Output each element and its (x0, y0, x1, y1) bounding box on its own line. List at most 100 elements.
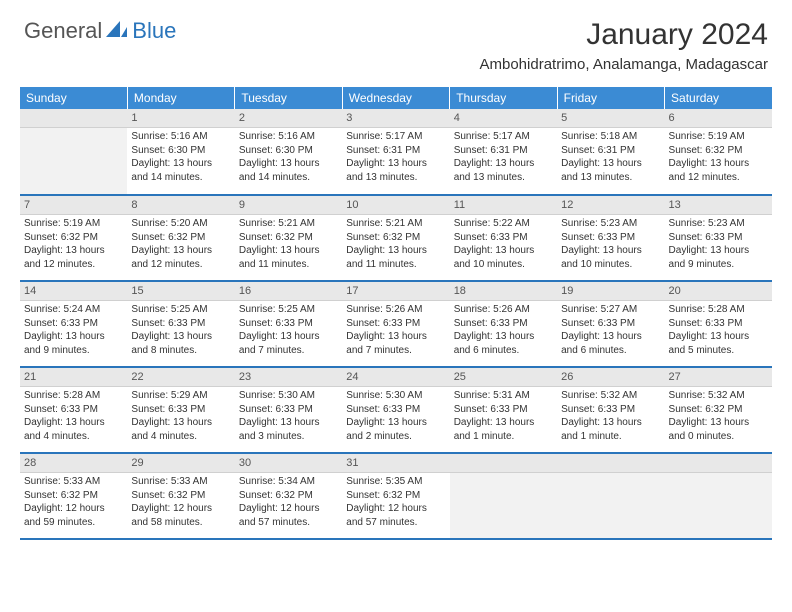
sunset-text: Sunset: 6:33 PM (669, 231, 768, 245)
sunrise-text: Sunrise: 5:24 AM (24, 303, 123, 317)
calendar-day-cell: 6Sunrise: 5:19 AMSunset: 6:32 PMDaylight… (665, 109, 772, 195)
sunrise-text: Sunrise: 5:22 AM (454, 217, 553, 231)
sunset-text: Sunset: 6:33 PM (561, 231, 660, 245)
sunrise-text: Sunrise: 5:28 AM (669, 303, 768, 317)
sunset-text: Sunset: 6:30 PM (131, 144, 230, 158)
logo-text-general: General (24, 18, 102, 44)
sunrise-text: Sunrise: 5:32 AM (561, 389, 660, 403)
sunset-text: Sunset: 6:33 PM (346, 403, 445, 417)
sunrise-text: Sunrise: 5:17 AM (454, 130, 553, 144)
calendar-week-row: 7Sunrise: 5:19 AMSunset: 6:32 PMDaylight… (20, 195, 772, 281)
day-number: 24 (342, 368, 449, 387)
day-number: 1 (127, 109, 234, 128)
sunrise-text: Sunrise: 5:27 AM (561, 303, 660, 317)
daylight-text: Daylight: 13 hours and 12 minutes. (24, 244, 123, 271)
day-number: 10 (342, 196, 449, 215)
sunrise-text: Sunrise: 5:33 AM (24, 475, 123, 489)
daylight-text: Daylight: 13 hours and 9 minutes. (24, 330, 123, 357)
day-content: Sunrise: 5:16 AMSunset: 6:30 PMDaylight:… (127, 128, 234, 186)
day-number: 3 (342, 109, 449, 128)
logo-sail-icon (106, 20, 128, 43)
day-number: 23 (235, 368, 342, 387)
sunset-text: Sunset: 6:32 PM (346, 231, 445, 245)
weekday-header: Sunday (20, 87, 127, 109)
sunset-text: Sunset: 6:32 PM (239, 231, 338, 245)
daylight-text: Daylight: 13 hours and 6 minutes. (561, 330, 660, 357)
sunrise-text: Sunrise: 5:28 AM (24, 389, 123, 403)
calendar-day-cell (557, 453, 664, 539)
day-number: 9 (235, 196, 342, 215)
calendar-header-row: Sunday Monday Tuesday Wednesday Thursday… (20, 87, 772, 109)
sunrise-text: Sunrise: 5:25 AM (239, 303, 338, 317)
calendar-day-cell: 22Sunrise: 5:29 AMSunset: 6:33 PMDayligh… (127, 367, 234, 453)
day-content: Sunrise: 5:26 AMSunset: 6:33 PMDaylight:… (450, 301, 557, 359)
calendar-day-cell: 12Sunrise: 5:23 AMSunset: 6:33 PMDayligh… (557, 195, 664, 281)
sunset-text: Sunset: 6:33 PM (454, 317, 553, 331)
sunset-text: Sunset: 6:33 PM (239, 317, 338, 331)
sunrise-text: Sunrise: 5:33 AM (131, 475, 230, 489)
sunset-text: Sunset: 6:33 PM (131, 403, 230, 417)
calendar-day-cell: 21Sunrise: 5:28 AMSunset: 6:33 PMDayligh… (20, 367, 127, 453)
sunset-text: Sunset: 6:31 PM (561, 144, 660, 158)
sunset-text: Sunset: 6:33 PM (561, 403, 660, 417)
header: General Blue January 2024 Ambohidratrimo… (0, 0, 792, 77)
day-content: Sunrise: 5:32 AMSunset: 6:33 PMDaylight:… (557, 387, 664, 445)
calendar-day-cell: 11Sunrise: 5:22 AMSunset: 6:33 PMDayligh… (450, 195, 557, 281)
day-content: Sunrise: 5:20 AMSunset: 6:32 PMDaylight:… (127, 215, 234, 273)
day-content: Sunrise: 5:33 AMSunset: 6:32 PMDaylight:… (127, 473, 234, 531)
weekday-header: Monday (127, 87, 234, 109)
day-content: Sunrise: 5:16 AMSunset: 6:30 PMDaylight:… (235, 128, 342, 186)
day-number: 22 (127, 368, 234, 387)
weekday-header: Tuesday (235, 87, 342, 109)
calendar-week-row: 21Sunrise: 5:28 AMSunset: 6:33 PMDayligh… (20, 367, 772, 453)
daylight-text: Daylight: 13 hours and 6 minutes. (454, 330, 553, 357)
calendar-week-row: 14Sunrise: 5:24 AMSunset: 6:33 PMDayligh… (20, 281, 772, 367)
sunrise-text: Sunrise: 5:17 AM (346, 130, 445, 144)
calendar-week-row: 28Sunrise: 5:33 AMSunset: 6:32 PMDayligh… (20, 453, 772, 539)
sunrise-text: Sunrise: 5:29 AM (131, 389, 230, 403)
sunset-text: Sunset: 6:33 PM (346, 317, 445, 331)
sunrise-text: Sunrise: 5:20 AM (131, 217, 230, 231)
logo: General Blue (24, 18, 176, 44)
daylight-text: Daylight: 13 hours and 5 minutes. (669, 330, 768, 357)
sunrise-text: Sunrise: 5:16 AM (131, 130, 230, 144)
day-content: Sunrise: 5:22 AMSunset: 6:33 PMDaylight:… (450, 215, 557, 273)
daylight-text: Daylight: 13 hours and 13 minutes. (561, 157, 660, 184)
sunset-text: Sunset: 6:33 PM (669, 317, 768, 331)
day-number: 25 (450, 368, 557, 387)
calendar-day-cell: 5Sunrise: 5:18 AMSunset: 6:31 PMDaylight… (557, 109, 664, 195)
day-content: Sunrise: 5:21 AMSunset: 6:32 PMDaylight:… (342, 215, 449, 273)
calendar-day-cell: 30Sunrise: 5:34 AMSunset: 6:32 PMDayligh… (235, 453, 342, 539)
sunset-text: Sunset: 6:33 PM (24, 317, 123, 331)
daylight-text: Daylight: 12 hours and 57 minutes. (239, 502, 338, 529)
daylight-text: Daylight: 13 hours and 10 minutes. (454, 244, 553, 271)
calendar-day-cell: 31Sunrise: 5:35 AMSunset: 6:32 PMDayligh… (342, 453, 449, 539)
daylight-text: Daylight: 13 hours and 1 minute. (454, 416, 553, 443)
day-number: 6 (665, 109, 772, 128)
sunset-text: Sunset: 6:33 PM (239, 403, 338, 417)
calendar-table: Sunday Monday Tuesday Wednesday Thursday… (20, 87, 772, 540)
calendar-day-cell: 17Sunrise: 5:26 AMSunset: 6:33 PMDayligh… (342, 281, 449, 367)
sunrise-text: Sunrise: 5:21 AM (346, 217, 445, 231)
day-content: Sunrise: 5:30 AMSunset: 6:33 PMDaylight:… (342, 387, 449, 445)
calendar-day-cell: 16Sunrise: 5:25 AMSunset: 6:33 PMDayligh… (235, 281, 342, 367)
day-content: Sunrise: 5:26 AMSunset: 6:33 PMDaylight:… (342, 301, 449, 359)
location-text: Ambohidratrimo, Analamanga, Madagascar (480, 56, 769, 73)
sunset-text: Sunset: 6:31 PM (454, 144, 553, 158)
day-number: 21 (20, 368, 127, 387)
daylight-text: Daylight: 13 hours and 14 minutes. (131, 157, 230, 184)
day-content: Sunrise: 5:28 AMSunset: 6:33 PMDaylight:… (20, 387, 127, 445)
day-content: Sunrise: 5:17 AMSunset: 6:31 PMDaylight:… (450, 128, 557, 186)
month-title: January 2024 (480, 18, 769, 52)
day-content: Sunrise: 5:32 AMSunset: 6:32 PMDaylight:… (665, 387, 772, 445)
calendar-day-cell: 14Sunrise: 5:24 AMSunset: 6:33 PMDayligh… (20, 281, 127, 367)
day-number: 28 (20, 454, 127, 473)
sunset-text: Sunset: 6:32 PM (669, 144, 768, 158)
sunset-text: Sunset: 6:32 PM (239, 489, 338, 503)
day-content: Sunrise: 5:19 AMSunset: 6:32 PMDaylight:… (665, 128, 772, 186)
sunrise-text: Sunrise: 5:30 AM (239, 389, 338, 403)
weekday-header: Saturday (665, 87, 772, 109)
day-content: Sunrise: 5:25 AMSunset: 6:33 PMDaylight:… (235, 301, 342, 359)
sunrise-text: Sunrise: 5:34 AM (239, 475, 338, 489)
day-content: Sunrise: 5:19 AMSunset: 6:32 PMDaylight:… (20, 215, 127, 273)
